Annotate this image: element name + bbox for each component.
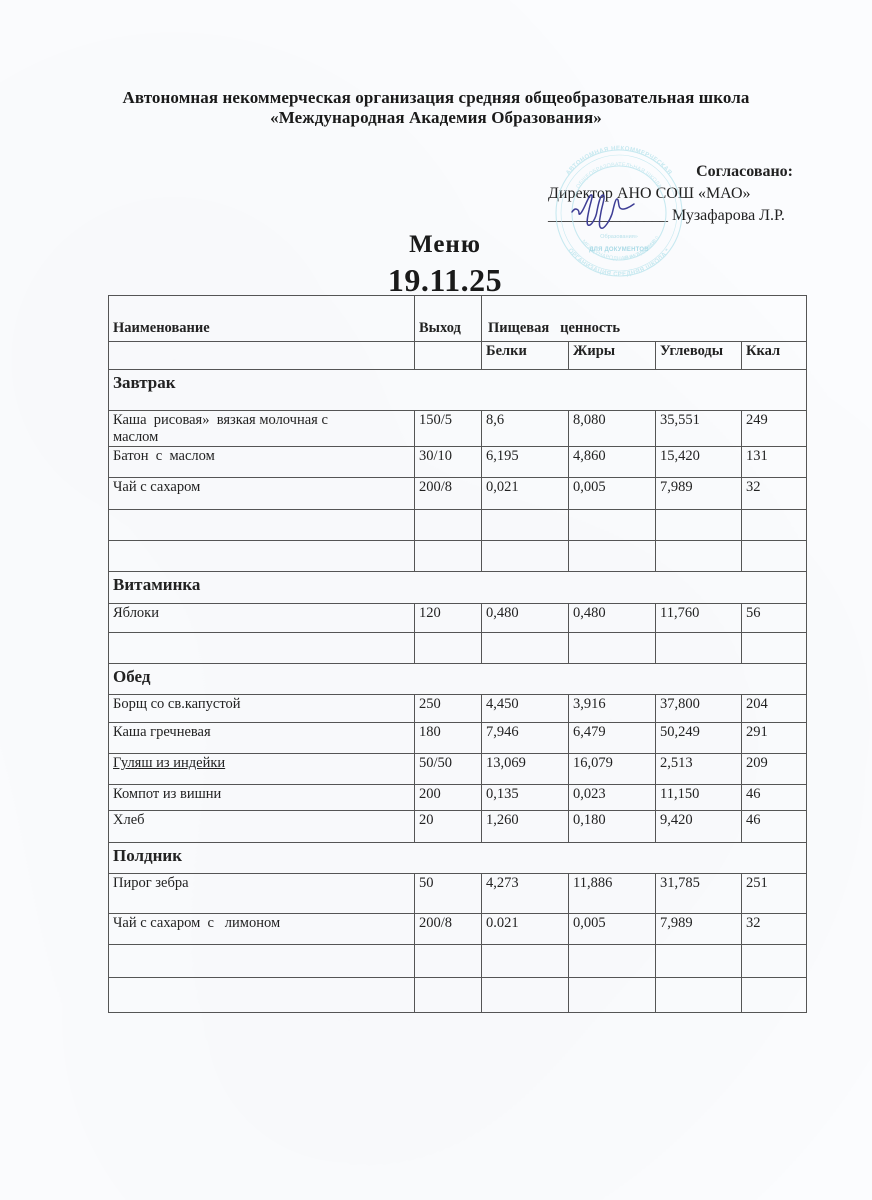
svg-text:АВТОНОМНАЯ НЕКОММЕРЧЕСКАЯ: АВТОНОМНАЯ НЕКОММЕРЧЕСКАЯ — [565, 145, 674, 176]
svg-text:ОБЩЕОБРАЗОВАТЕЛЬНАЯ ШКОЛА: ОБЩЕОБРАЗОВАТЕЛЬНАЯ ШКОЛА — [575, 162, 662, 190]
